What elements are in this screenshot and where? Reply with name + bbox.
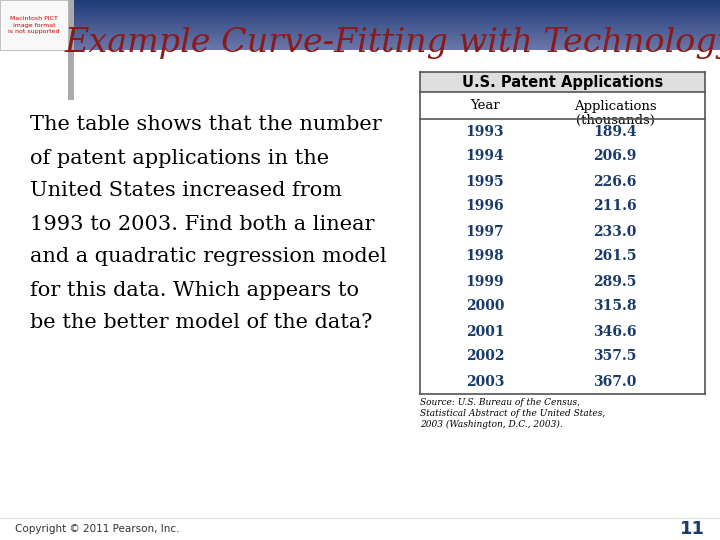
Text: Source: U.S. Bureau of the Census,: Source: U.S. Bureau of the Census, (420, 398, 580, 407)
Bar (70, 16, 720, 17)
Bar (70, 40, 720, 41)
Text: 1995: 1995 (466, 174, 504, 188)
Bar (420, 72, 705, 92)
Text: Macintosh PICT
image format
is not supported: Macintosh PICT image format is not suppo… (8, 16, 60, 34)
Text: U.S. Patent Applications: U.S. Patent Applications (462, 75, 663, 90)
Bar (70, 29, 720, 30)
Bar (70, 26, 720, 28)
Bar (70, 1, 720, 3)
Text: 1993 to 2003. Find both a linear: 1993 to 2003. Find both a linear (30, 214, 374, 233)
Text: 367.0: 367.0 (593, 375, 636, 388)
Text: 1993: 1993 (466, 125, 504, 138)
Text: 1999: 1999 (466, 274, 504, 288)
Bar (70, 19, 720, 20)
Bar (70, 3, 720, 4)
Bar (70, 12, 720, 14)
Bar (70, 20, 720, 21)
Text: 1994: 1994 (466, 150, 505, 164)
Bar (70, 41, 720, 43)
Bar (70, 44, 720, 45)
Text: United States increased from: United States increased from (30, 181, 342, 200)
Text: Statistical Abstract of the United States,: Statistical Abstract of the United State… (420, 409, 606, 418)
Text: 346.6: 346.6 (593, 325, 636, 339)
Bar (0, 0, 68, 50)
Bar (70, 9, 720, 10)
Text: 11: 11 (680, 520, 705, 538)
Bar (70, 0, 720, 1)
Bar (70, 15, 720, 16)
Bar (70, 36, 720, 37)
Text: 2003 (Washington, D.C., 2003).: 2003 (Washington, D.C., 2003). (420, 420, 563, 429)
Text: 289.5: 289.5 (593, 274, 636, 288)
Bar (70, 25, 720, 26)
Text: 2002: 2002 (466, 349, 504, 363)
Text: Example Curve-Fitting with Technology: Example Curve-Fitting with Technology (64, 27, 720, 59)
Text: 2001: 2001 (466, 325, 504, 339)
Text: Applications: Applications (574, 100, 657, 113)
Bar (70, 30, 720, 31)
Text: 1998: 1998 (466, 249, 504, 264)
Bar (70, 46, 720, 48)
Bar (70, 49, 720, 50)
Text: 315.8: 315.8 (593, 300, 636, 314)
Bar (70, 4, 720, 5)
Text: 1997: 1997 (466, 225, 504, 239)
Bar (70, 24, 720, 25)
Text: The table shows that the number: The table shows that the number (30, 116, 382, 134)
Bar (70, 6, 720, 8)
Bar (70, 14, 720, 15)
Bar (70, 10, 720, 11)
Text: be the better model of the data?: be the better model of the data? (30, 314, 372, 333)
Text: Year: Year (470, 99, 500, 112)
Text: 226.6: 226.6 (593, 174, 636, 188)
Bar (70, 8, 720, 9)
Text: 1996: 1996 (466, 199, 504, 213)
Bar (70, 32, 720, 33)
Bar (70, 23, 720, 24)
Text: 2003: 2003 (466, 375, 504, 388)
Text: 211.6: 211.6 (593, 199, 636, 213)
Bar (70, 48, 720, 49)
Text: Copyright © 2011 Pearson, Inc.: Copyright © 2011 Pearson, Inc. (15, 524, 179, 534)
Text: 2000: 2000 (466, 300, 504, 314)
Text: (thousands): (thousands) (575, 114, 654, 127)
Bar (70, 39, 720, 40)
Bar (70, 28, 720, 29)
Text: 233.0: 233.0 (593, 225, 636, 239)
Text: for this data. Which appears to: for this data. Which appears to (30, 280, 359, 300)
Text: 189.4: 189.4 (593, 125, 636, 138)
Bar (70, 21, 720, 23)
Bar (70, 5, 720, 6)
Bar (70, 35, 720, 36)
Bar (70, 33, 720, 35)
Text: 261.5: 261.5 (593, 249, 636, 264)
Bar (70, 11, 720, 12)
Text: and a quadratic regression model: and a quadratic regression model (30, 247, 387, 267)
Bar (70, 43, 720, 44)
Bar (70, 37, 720, 39)
Bar (68, 0, 74, 100)
Text: 357.5: 357.5 (593, 349, 636, 363)
Bar (70, 17, 720, 19)
Bar (70, 31, 720, 32)
Text: of patent applications in the: of patent applications in the (30, 148, 329, 167)
Text: 206.9: 206.9 (593, 150, 636, 164)
Bar (70, 45, 720, 46)
